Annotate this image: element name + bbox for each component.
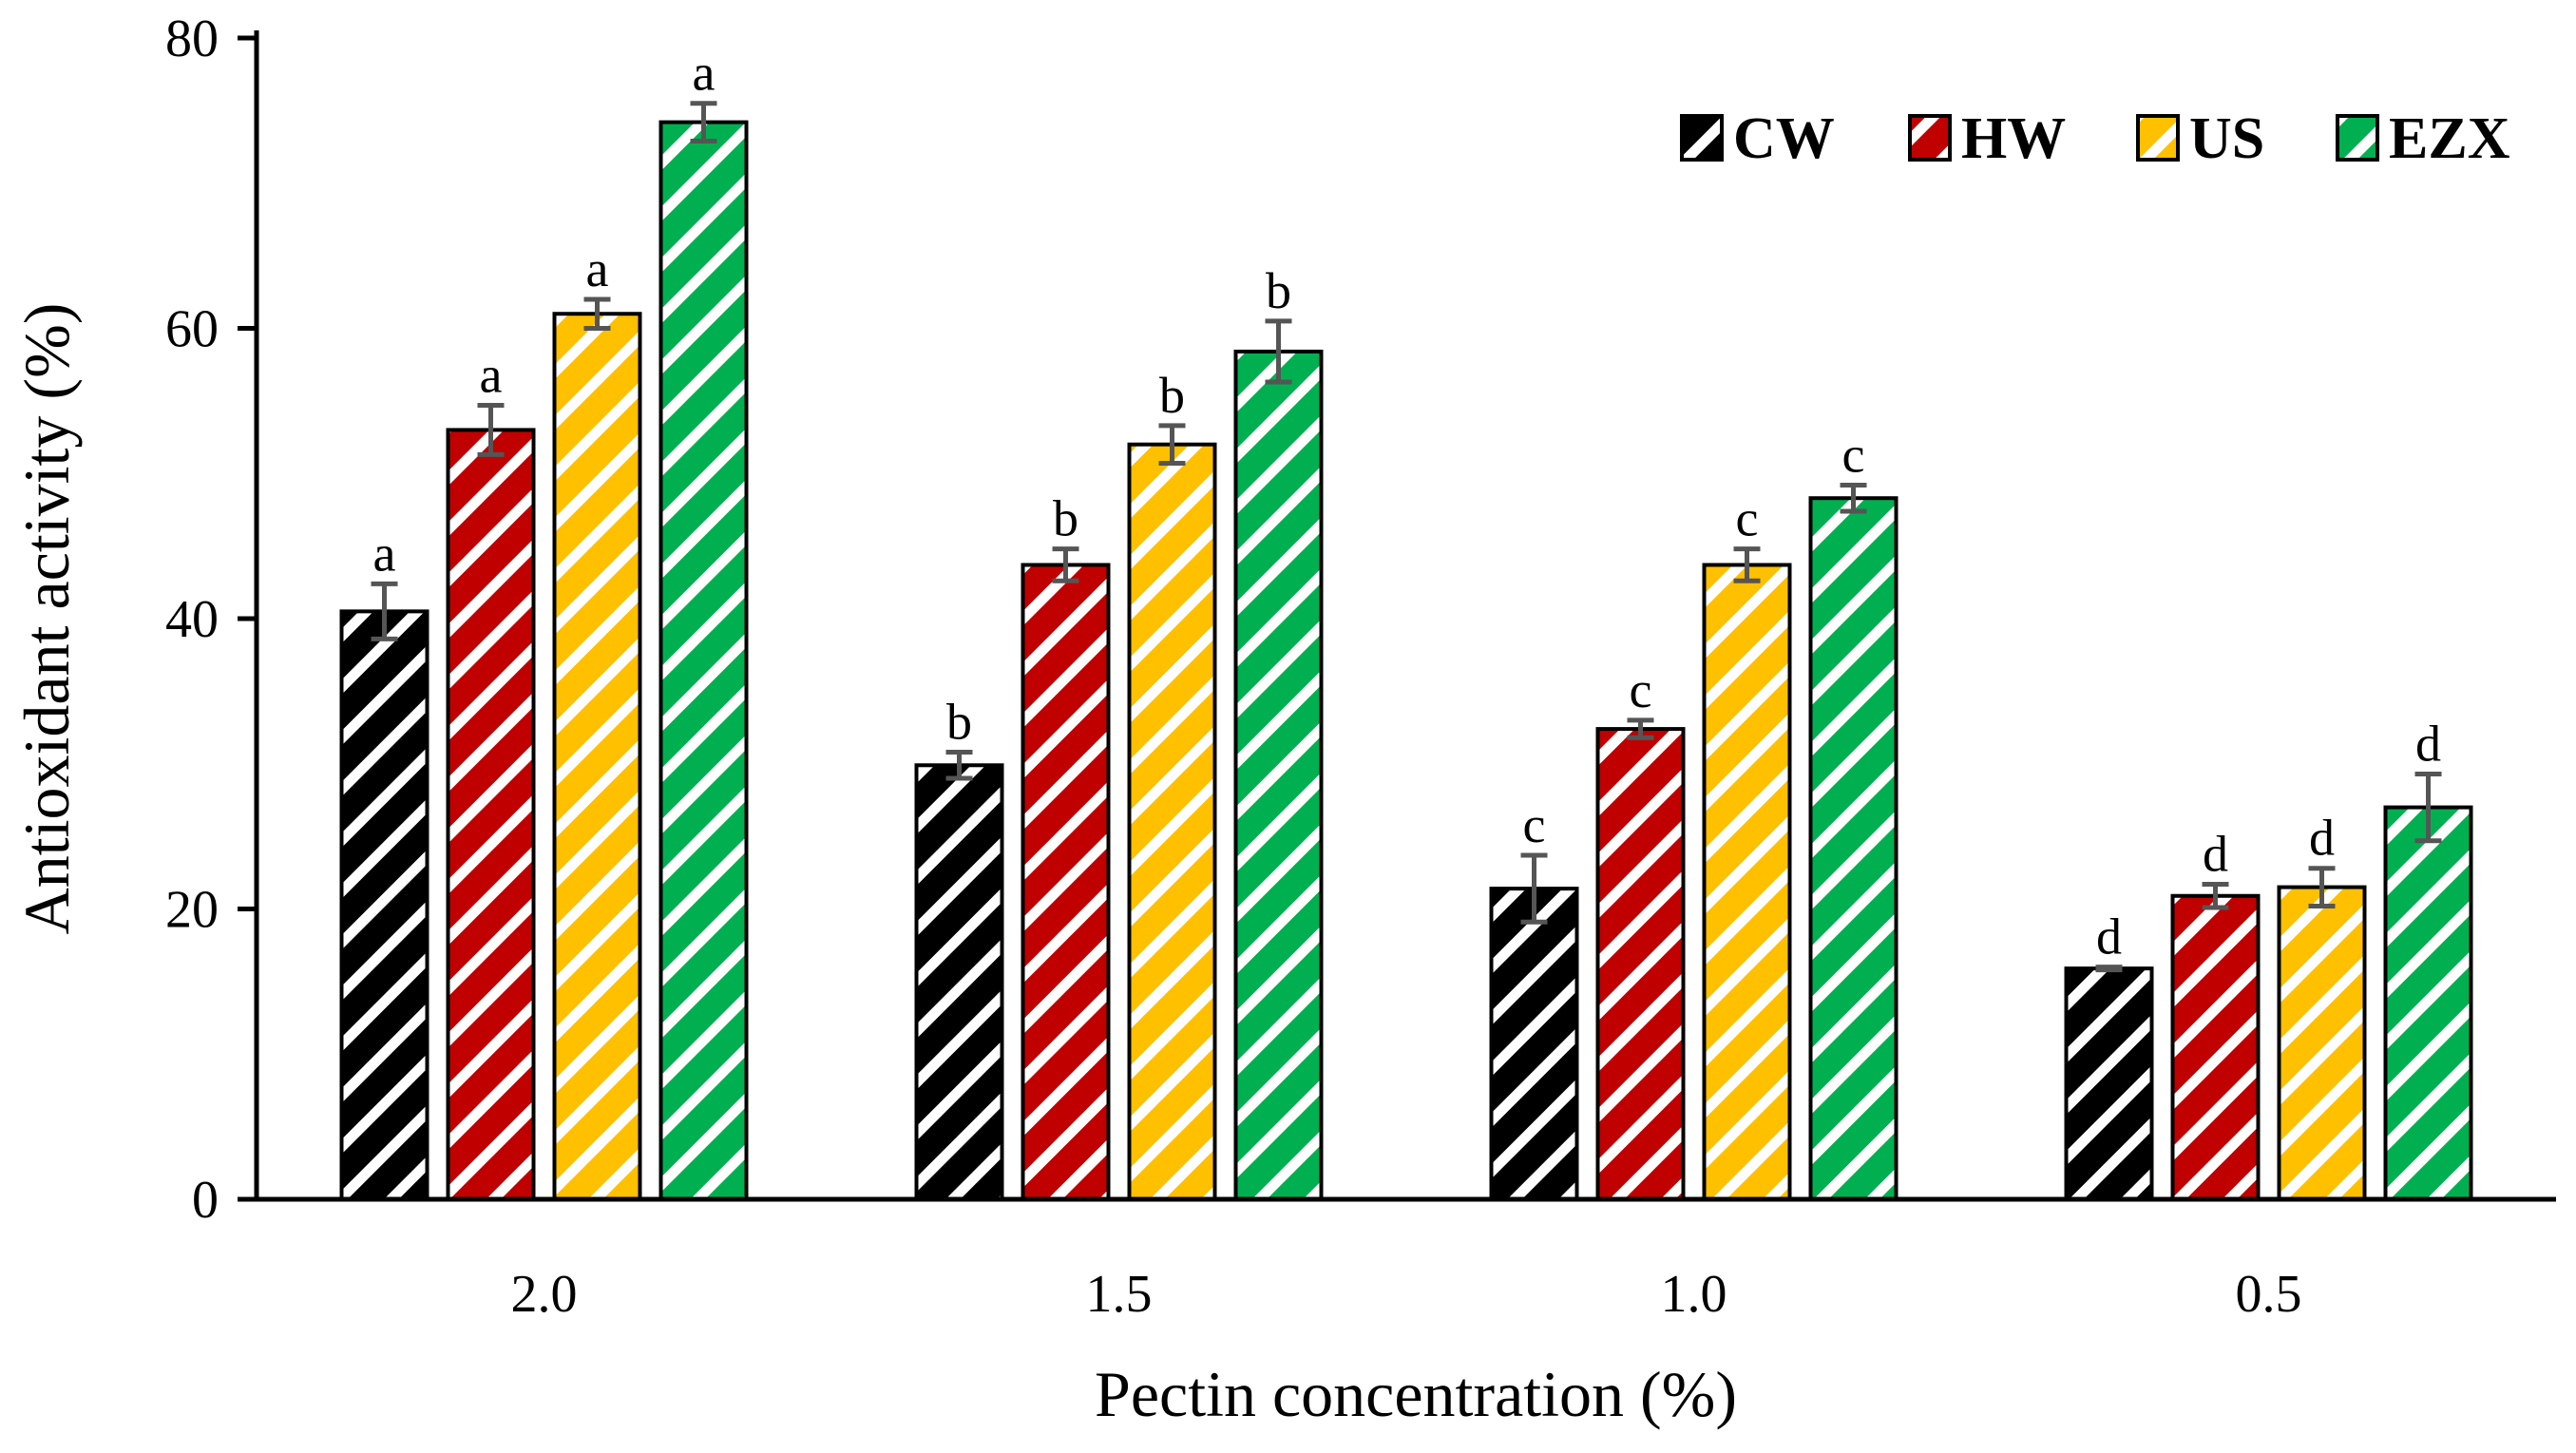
significance-letter: d xyxy=(2203,826,2228,883)
y-tick-label: 60 xyxy=(165,300,219,359)
legend-item-us: US xyxy=(2136,106,2264,171)
error-bar xyxy=(2414,771,2442,844)
legend-item-hw: HW xyxy=(1908,106,2066,171)
significance-letter: c xyxy=(1630,661,1652,718)
significance-letter: b xyxy=(1053,490,1078,547)
legend-label: US xyxy=(2189,106,2264,171)
error-bar xyxy=(1265,318,1292,385)
y-tick-label: 80 xyxy=(165,10,219,68)
significance-letter: a xyxy=(693,45,716,102)
bar-cw-1-0 xyxy=(1489,887,1579,1201)
x-axis-title: Pectin concentration (%) xyxy=(1095,1358,1737,1430)
legend-swatch xyxy=(2336,114,2379,162)
y-axis-title: Antioxidant activity (%) xyxy=(10,303,83,935)
legend-label: HW xyxy=(1961,106,2066,171)
bar-us-1-0 xyxy=(1702,563,1792,1201)
error-bar xyxy=(583,296,611,331)
y-tick-label: 0 xyxy=(192,1171,219,1230)
significance-letter: a xyxy=(586,240,609,297)
bar-ezx-0-5 xyxy=(2383,805,2473,1201)
bar-ezx-1-5 xyxy=(1233,349,1324,1201)
legend-swatch xyxy=(1680,114,1724,162)
bar-ezx-1-0 xyxy=(1808,496,1899,1201)
legend-label: EZX xyxy=(2389,106,2510,171)
significance-letter: d xyxy=(2096,908,2122,965)
x-tick-label: 2.0 xyxy=(511,1265,578,1324)
bar-us-0-5 xyxy=(2277,885,2367,1202)
bar-us-2-0 xyxy=(552,312,642,1202)
y-tick-label: 20 xyxy=(165,881,219,940)
error-bar xyxy=(1052,546,1079,583)
error-bar xyxy=(1158,423,1186,467)
error-bar xyxy=(690,101,717,143)
error-bar xyxy=(477,402,505,457)
error-bar xyxy=(371,581,398,641)
bar-cw-0-5 xyxy=(2064,966,2154,1201)
error-bar xyxy=(1733,546,1761,583)
legend-swatch xyxy=(2136,114,2180,162)
significance-letter: c xyxy=(1842,426,1865,483)
bar-hw-2-0 xyxy=(446,428,536,1201)
significance-letter: c xyxy=(1736,490,1759,547)
significance-letter: c xyxy=(1523,796,1546,853)
significance-letter: b xyxy=(1159,367,1185,424)
significance-letter: d xyxy=(2309,810,2335,867)
legend-swatch xyxy=(1908,114,1952,162)
significance-letter: a xyxy=(480,346,503,403)
error-bar xyxy=(2308,866,2336,908)
error-bar xyxy=(2202,882,2229,910)
error-bar xyxy=(2095,965,2123,973)
legend-label: CW xyxy=(1733,106,1835,171)
bar-hw-0-5 xyxy=(2170,893,2261,1201)
significance-letter: b xyxy=(1266,262,1291,319)
error-bar xyxy=(1627,717,1654,740)
x-tick-label: 1.5 xyxy=(1086,1265,1153,1324)
bar-cw-2-0 xyxy=(339,609,429,1201)
bar-hw-1-5 xyxy=(1021,563,1111,1201)
bar-cw-1-5 xyxy=(914,763,1004,1202)
bar-ezx-2-0 xyxy=(658,120,749,1202)
y-tick-label: 40 xyxy=(165,590,219,649)
legend: CW HW US EZX xyxy=(1680,106,2510,171)
error-bar xyxy=(1840,482,1867,514)
bar-us-1-5 xyxy=(1127,442,1217,1201)
legend-item-ezx: EZX xyxy=(2336,106,2510,171)
significance-letter: a xyxy=(373,525,396,582)
legend-item-cw: CW xyxy=(1680,106,1835,171)
x-tick-label: 0.5 xyxy=(2236,1265,2302,1324)
x-tick-label: 1.0 xyxy=(1661,1265,1727,1324)
significance-letter: d xyxy=(2415,715,2441,772)
error-bar xyxy=(945,750,973,781)
bar-hw-1-0 xyxy=(1595,727,1686,1202)
significance-letter: b xyxy=(946,694,972,751)
error-bar xyxy=(1520,852,1548,925)
